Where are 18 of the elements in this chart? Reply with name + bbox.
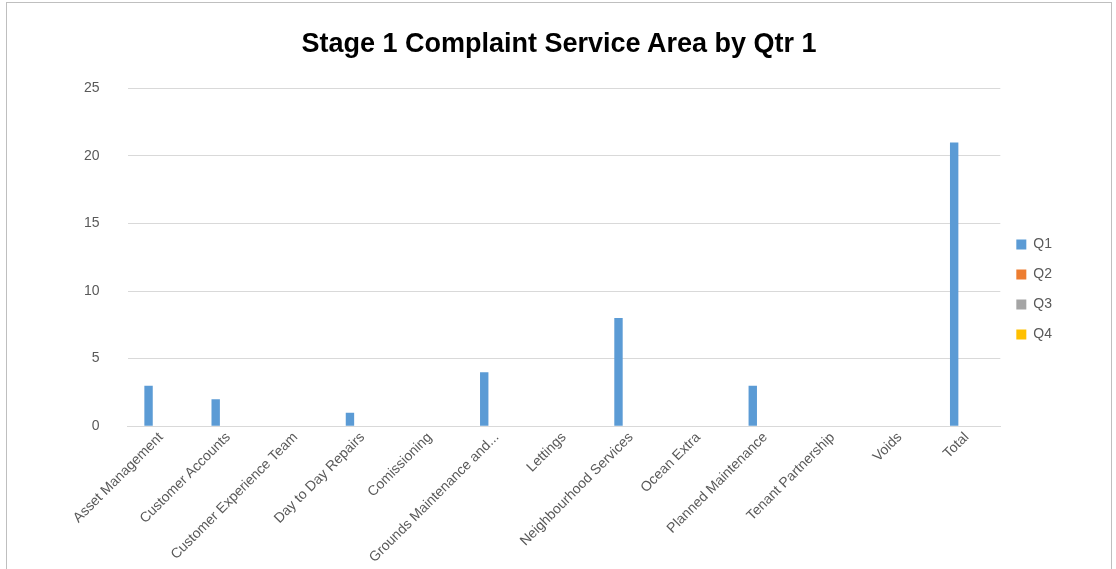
y-tick-label: 25 xyxy=(83,79,100,96)
bar xyxy=(614,318,623,426)
legend-label: Q3 xyxy=(1033,295,1053,312)
y-tick-label: 20 xyxy=(83,146,100,163)
bar xyxy=(748,385,757,426)
bar xyxy=(211,399,220,426)
chart-title: Stage 1 Complaint Service Area by Qtr 1 xyxy=(301,27,817,58)
bar xyxy=(480,372,489,426)
y-tick-label: 15 xyxy=(83,214,100,231)
y-tick-label: 5 xyxy=(91,349,100,366)
bar xyxy=(345,412,355,426)
y-tick-label: 0 xyxy=(91,417,100,434)
y-tick-label: 10 xyxy=(83,281,100,298)
legend-label: Q2 xyxy=(1033,265,1053,282)
legend-label: Q4 xyxy=(1033,325,1053,342)
bar xyxy=(949,142,959,426)
legend-label: Q1 xyxy=(1033,235,1053,252)
bar xyxy=(144,385,153,426)
